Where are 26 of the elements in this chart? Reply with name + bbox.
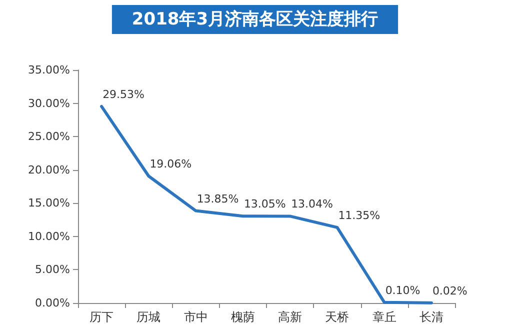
data-label: 13.85% (196, 192, 239, 206)
y-tick-label: 10.00% (28, 230, 70, 243)
y-tick-label: 5.00% (35, 263, 70, 276)
line-series (100, 104, 433, 304)
x-tick-label: 长清 (419, 310, 444, 324)
data-label: 19.06% (150, 158, 192, 171)
x-tick-label: 历城 (136, 310, 161, 324)
x-tick-label: 章丘 (372, 310, 396, 324)
x-tick-label: 历下 (90, 310, 114, 324)
data-label: 0.02% (432, 284, 468, 298)
x-tick-label: 槐荫 (230, 310, 255, 324)
y-tick-label: 30.00% (28, 96, 70, 110)
x-tick-label: 市中 (184, 310, 208, 324)
y-tick-label: 25.00% (28, 130, 70, 144)
y-tick-label: 15.00% (28, 196, 70, 210)
chart-title: 2018年3月济南各区关注度排行 (132, 10, 378, 30)
x-tick-label: 高新 (278, 310, 302, 324)
x-tick-label: 天桥 (325, 310, 350, 324)
y-tick-label: 35.00% (28, 64, 70, 76)
data-label: 29.53% (102, 88, 145, 101)
data-label: 0.10% (385, 284, 420, 297)
y-tick-label: 20.00% (28, 163, 70, 176)
data-label: 13.05% (244, 198, 286, 211)
y-tick-label: 0.00% (35, 296, 70, 310)
data-label: 11.35% (338, 208, 380, 222)
data-label: 13.04% (291, 198, 334, 211)
